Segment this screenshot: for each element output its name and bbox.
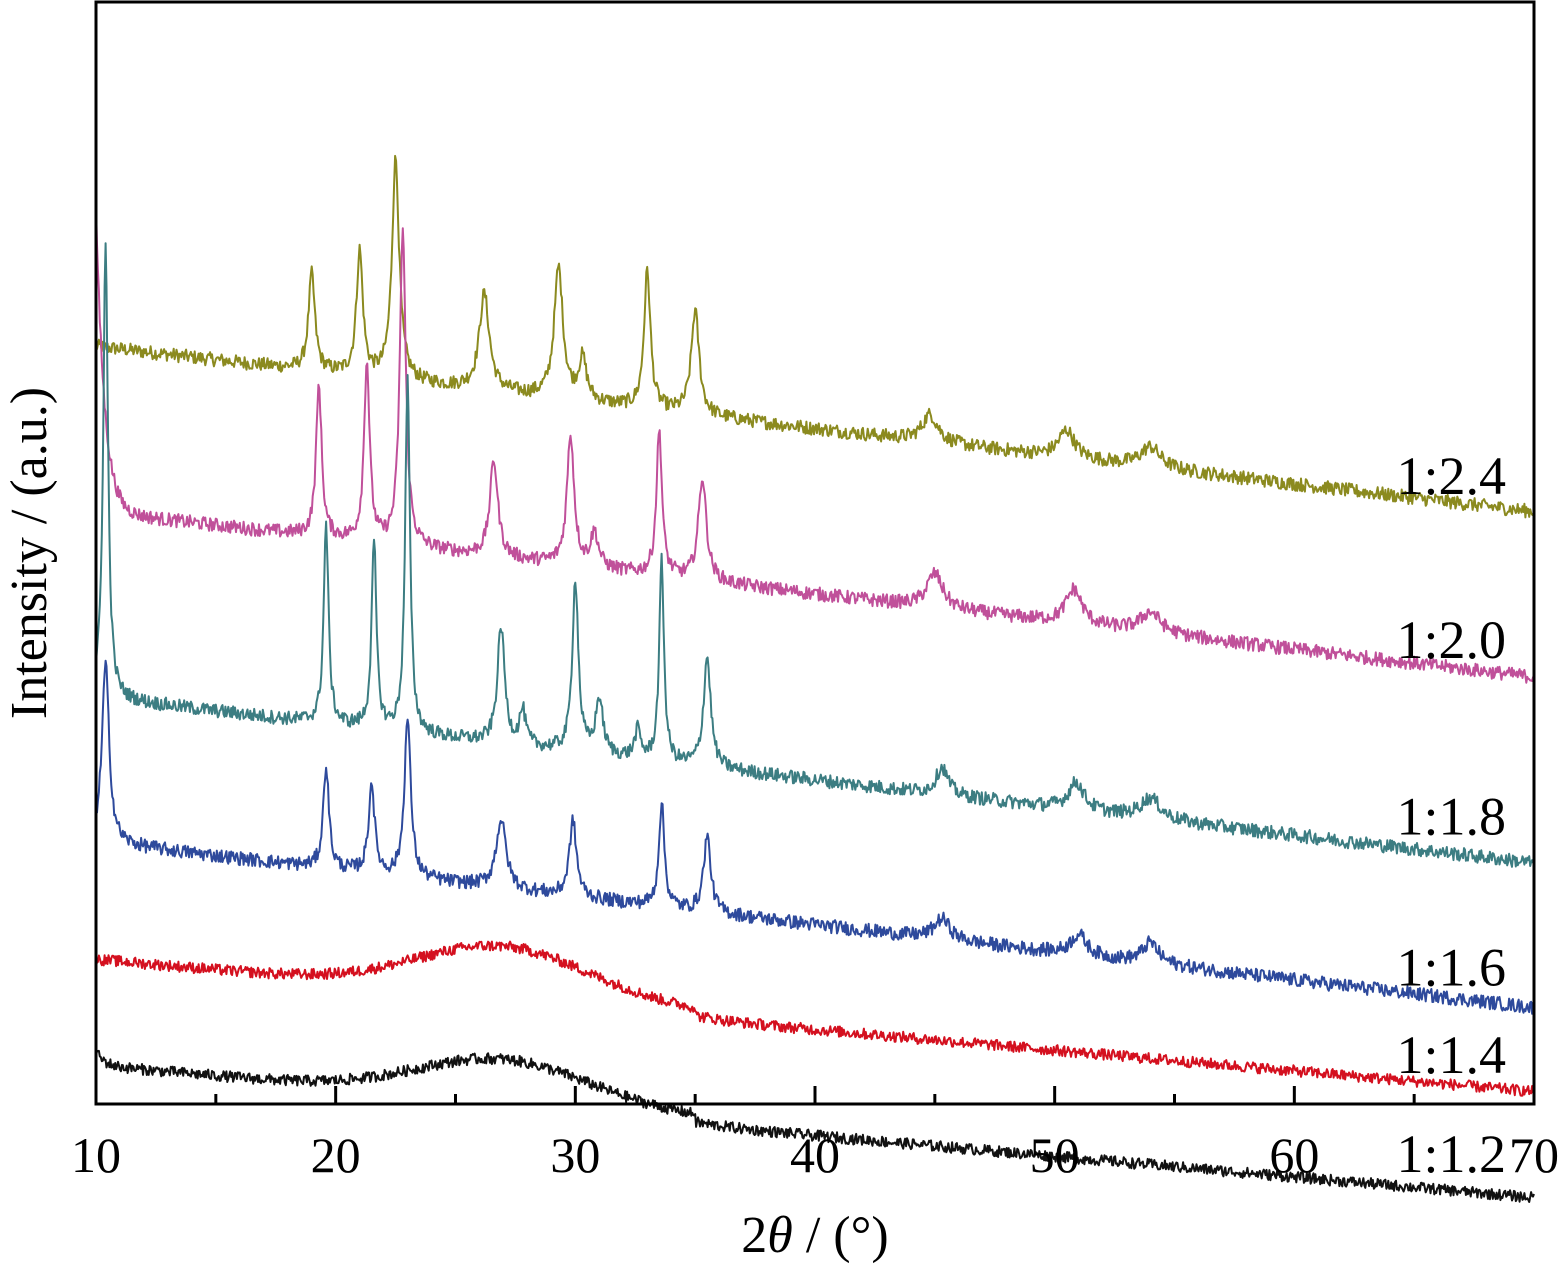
x-axis-title: 2θ / (°) bbox=[741, 1207, 888, 1264]
series-label: 1:1.2 bbox=[1396, 1124, 1506, 1184]
x-tick-label: 40 bbox=[790, 1127, 840, 1183]
series-label-layer: 1:2.4 1:2.0 1:1.8 1:1.6 1:1.4 1:1.2 bbox=[1396, 446, 1506, 1184]
series-line-1-1-2 bbox=[95, 1049, 1535, 1203]
series-line-1-2-4 bbox=[95, 154, 1535, 519]
x-tick-label: 10 bbox=[71, 1127, 121, 1183]
x-axis-title-symbol: θ bbox=[767, 1207, 793, 1264]
plot-frame bbox=[94, 0, 1536, 1106]
y-axis-title: Intensity / (a.u.) bbox=[1, 387, 58, 719]
series-layer bbox=[95, 154, 1535, 1203]
series-line-1-1-8 bbox=[95, 242, 1535, 868]
series-label: 1:2.4 bbox=[1396, 446, 1506, 506]
series-label: 1:1.8 bbox=[1396, 786, 1506, 846]
tick-label-layer: 10 20 30 40 50 60 70 bbox=[71, 1127, 1559, 1183]
x-tick-label: 60 bbox=[1269, 1127, 1319, 1183]
x-tick-label: 70 bbox=[1509, 1127, 1559, 1183]
series-label: 1:1.4 bbox=[1396, 1025, 1506, 1085]
series-line-1-1-6 bbox=[95, 659, 1535, 1015]
x-tick-label: 20 bbox=[311, 1127, 361, 1183]
x-axis-title-suffix: / (°) bbox=[793, 1207, 889, 1264]
series-label: 1:2.0 bbox=[1396, 610, 1506, 670]
x-axis-title-prefix: 2 bbox=[741, 1207, 767, 1264]
series-line-1-1-4 bbox=[95, 940, 1535, 1097]
tick-layer bbox=[94, 1086, 1536, 1104]
x-tick-label: 50 bbox=[1030, 1127, 1080, 1183]
series-line-1-2-0 bbox=[95, 204, 1535, 684]
series-label: 1:1.6 bbox=[1396, 938, 1506, 998]
x-tick-label: 30 bbox=[550, 1127, 600, 1183]
